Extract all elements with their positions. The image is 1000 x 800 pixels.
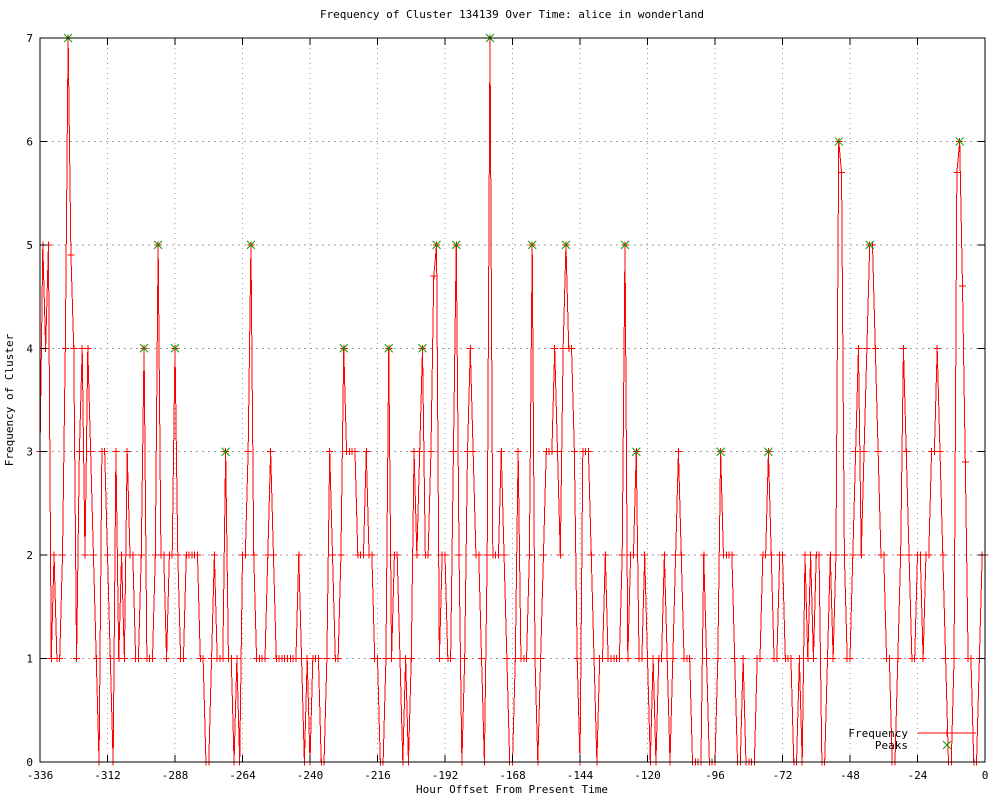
- x-tick-label: -312: [94, 769, 121, 782]
- y-tick-label: 7: [26, 32, 33, 45]
- y-tick-label: 2: [26, 549, 33, 562]
- x-tick-label: -336: [27, 769, 54, 782]
- x-tick-label: -216: [364, 769, 391, 782]
- y-tick-label: 3: [26, 446, 33, 459]
- y-tick-label: 0: [26, 756, 33, 769]
- x-tick-label: -192: [432, 769, 459, 782]
- legend-label-peaks: Peaks: [875, 739, 908, 752]
- x-tick-label: -48: [840, 769, 860, 782]
- y-tick-label: 4: [26, 342, 33, 355]
- x-tick-label: -96: [705, 769, 725, 782]
- legend-label-frequency: Frequency: [848, 727, 908, 740]
- peaks-markers: [63, 33, 965, 457]
- y-axis-label: Frequency of Cluster: [3, 333, 16, 466]
- y-tick-label: 5: [26, 239, 33, 252]
- x-tick-label: -264: [229, 769, 256, 782]
- x-tick-label: -144: [567, 769, 594, 782]
- x-tick-label: -288: [162, 769, 189, 782]
- plot-border: [39, 37, 986, 763]
- x-tick-label: -120: [634, 769, 661, 782]
- frequency-series: [36, 34, 989, 766]
- x-axis-label: Hour Offset From Present Time: [416, 783, 608, 796]
- y-tick-label: 1: [26, 653, 33, 666]
- y-tick-label: 6: [26, 135, 33, 148]
- x-tick-label: -24: [908, 769, 928, 782]
- x-tick-label: -168: [499, 769, 526, 782]
- chart-title: Frequency of Cluster 134139 Over Time: a…: [320, 8, 704, 21]
- x-tick-label: -72: [773, 769, 793, 782]
- x-tick-label: -240: [297, 769, 324, 782]
- x-tick-label: 0: [982, 769, 989, 782]
- tick-labels: -336 -312 -288 -264 -240 -216 -192 -168 -144 -120…: [26, 32, 988, 782]
